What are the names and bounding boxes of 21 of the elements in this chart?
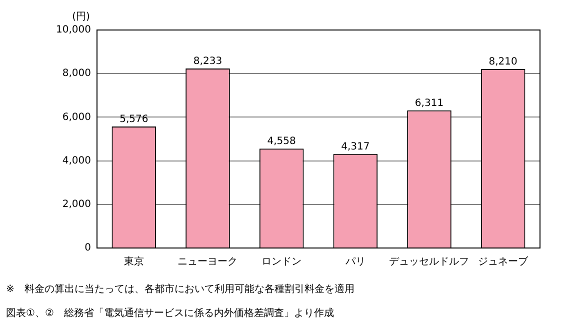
y-tick-label: 0 [84, 242, 91, 254]
x-tick-label: ロンドン [262, 256, 302, 268]
y-tick-label: 10,000 [56, 24, 91, 36]
data-label: 5,576 [120, 114, 148, 126]
x-tick-label: デュッセルドルフ [389, 256, 470, 268]
x-tick-label: ニューヨーク [178, 256, 238, 268]
text: 図表①、② 総務省「電気通信サービスに係る内外価格差調査」より作成 [6, 306, 335, 320]
y-tick-label: 6,000 [62, 112, 91, 123]
x-tick-label: パリ [344, 256, 366, 268]
y-tick-label: 4,000 [62, 155, 91, 166]
data-label: 6,311 [414, 98, 444, 110]
data-label: 8,233 [193, 56, 222, 68]
y-tick-label: 8,000 [62, 68, 91, 80]
x-tick-label: ジュネーブ [478, 256, 530, 268]
data-label: 8,210 [488, 56, 518, 68]
y-tick-label: 2,000 [62, 198, 91, 210]
x-tick-label: 東京 [124, 256, 144, 268]
data-label: 4,317 [341, 141, 370, 152]
y-axis-title: (円) [72, 12, 90, 23]
text: ※ 料金の算出に当たっては、各都市において利用可能な各種割引料金を適用 [6, 282, 354, 296]
data-label: 4,558 [267, 136, 296, 148]
